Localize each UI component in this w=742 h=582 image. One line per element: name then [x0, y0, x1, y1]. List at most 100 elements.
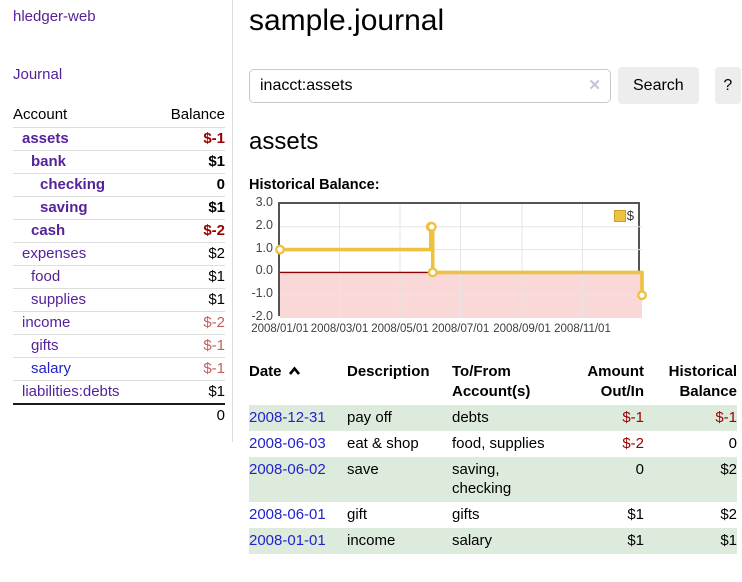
account-cell: supplies: [13, 288, 154, 312]
accounts-header-account: Account: [13, 106, 68, 123]
register-header-label: Historical Balance: [668, 363, 737, 400]
account-balance: $-1: [153, 127, 225, 151]
account-link-expenses[interactable]: expenses: [22, 245, 87, 262]
account-balance: $1: [153, 196, 225, 220]
account-link-food[interactable]: food: [31, 268, 61, 285]
register-header-label: Date: [249, 363, 282, 380]
account-cell: expenses: [13, 242, 154, 266]
accounts-header-balance: Balance: [170, 106, 225, 123]
account-link-assets[interactable]: assets: [22, 130, 69, 147]
chart-x-tick-label: 2008/03/01: [310, 323, 369, 335]
account-link-liabilities-debts[interactable]: liabilities:debts: [22, 383, 120, 400]
register-balance-cell: $1: [720, 532, 737, 549]
register-row: 2008-06-01 gift gifts $1 $2: [249, 502, 737, 528]
account-cell: salary: [13, 357, 154, 381]
accounts-total-value: 0: [153, 403, 225, 427]
register-description-cell: income: [347, 532, 396, 549]
register-date-cell: 2008-12-31: [249, 405, 347, 431]
transaction-date-link[interactable]: 2008-01-01: [249, 532, 326, 549]
account-row: gifts $-1: [13, 334, 225, 358]
register-table: Date Description To/From Account(s) Amount …: [249, 360, 737, 554]
register-date-cell: 2008-06-03: [249, 431, 347, 457]
account-row: liabilities:debts $1: [13, 380, 225, 404]
account-balance: $1: [153, 265, 225, 289]
account-balance: $1: [153, 380, 225, 404]
transaction-date-link[interactable]: 2008-06-02: [249, 461, 326, 478]
chart-y-axis: 3.0 2.0 1.0 0.0 -1.0 -2.0: [249, 196, 273, 323]
page-title: sample.journal: [249, 4, 445, 37]
register-header-label: To/From Account(s): [452, 363, 531, 400]
account-link-gifts[interactable]: gifts: [31, 337, 59, 354]
register-row: 2008-12-31 pay off debts $-1 $-1: [249, 405, 737, 431]
register-header-historical-balance: Historical Balance: [644, 360, 737, 405]
app-title-link[interactable]: hledger-web: [13, 8, 96, 25]
account-cell: bank: [13, 150, 154, 174]
register-date-cell: 2008-06-01: [249, 502, 347, 528]
account-cell: assets: [13, 127, 154, 151]
register-header-to-from-account-s-: To/From Account(s): [452, 360, 564, 405]
account-cell: gifts: [13, 334, 154, 358]
account-cell: saving: [13, 196, 154, 220]
register-header-date[interactable]: Date: [249, 360, 347, 405]
help-button[interactable]: ?: [714, 67, 741, 104]
register-description-cell: pay off: [347, 409, 392, 426]
register-header-label: Description: [347, 363, 430, 380]
main-content: sample.journal ✕ Search ? assets Histori…: [233, 0, 741, 554]
account-balance: $1: [153, 150, 225, 174]
register-balance-cell: 0: [728, 435, 737, 452]
sidebar: hledger-web Journal Account Balance asse…: [0, 0, 233, 442]
register-date-cell: 2008-01-01: [249, 528, 347, 554]
search-button[interactable]: Search: [618, 67, 699, 104]
register-description-cell: save: [347, 461, 379, 478]
chart-canvas: [275, 204, 648, 318]
account-cell: income: [13, 311, 154, 335]
account-link-saving[interactable]: saving: [40, 199, 88, 216]
chart-y-tick-label: 1.0: [255, 240, 273, 255]
chart-plot-area: $: [275, 202, 648, 318]
register-accounts-cell: salary: [452, 532, 493, 549]
register-balance-cell: $2: [720, 506, 737, 523]
account-link-cash[interactable]: cash: [31, 222, 66, 239]
sidebar-item-journal[interactable]: Journal: [13, 66, 63, 83]
chart-y-tick-label: 3.0: [255, 195, 273, 209]
register-amount-cell: $-2: [622, 435, 644, 452]
register-header-description: Description: [347, 360, 452, 405]
historical-balance-chart: 3.0 2.0 1.0 0.0 -1.0 -2.0 $ 2008/01/01 2008/03…: [249, 196, 741, 340]
search-input[interactable]: [249, 68, 611, 103]
register-accounts-cell: debts: [452, 409, 489, 426]
register-header-amount-out-in: Amount Out/In: [564, 360, 644, 405]
search-form: ✕ Search ?: [249, 67, 741, 104]
app-window: hledger-web Journal Account Balance asse…: [0, 0, 741, 554]
account-balance: $-1: [153, 334, 225, 358]
account-row: saving $1: [13, 196, 225, 220]
account-link-income[interactable]: income: [22, 314, 71, 331]
register-row: 2008-01-01 income salary $1 $1: [249, 528, 737, 554]
account-link-supplies[interactable]: supplies: [31, 291, 87, 308]
search-input-wrap: ✕: [249, 68, 611, 103]
transaction-date-link[interactable]: 2008-12-31: [249, 409, 326, 426]
account-link-bank[interactable]: bank: [31, 153, 67, 170]
register-balance-cell: $2: [720, 461, 737, 478]
account-row: assets $-1: [13, 127, 225, 151]
account-row: cash $-2: [13, 219, 225, 243]
register-accounts-cell: food, supplies: [452, 435, 545, 452]
register-row: 2008-06-02 save saving, checking 0 $2: [249, 457, 737, 502]
account-link-salary[interactable]: salary: [31, 360, 72, 377]
account-row: food $1: [13, 265, 225, 289]
transaction-date-link[interactable]: 2008-06-01: [249, 506, 326, 523]
register-description-cell: gift: [347, 506, 368, 523]
chart-x-tick-label: 2008/01/01: [251, 323, 309, 335]
register-description-cell: eat & shop: [347, 435, 419, 452]
transaction-date-link[interactable]: 2008-06-03: [249, 435, 326, 452]
account-link-checking[interactable]: checking: [40, 176, 106, 193]
register-accounts-cell: gifts: [452, 506, 480, 523]
account-cell: cash: [13, 219, 154, 243]
account-cell: liabilities:debts: [13, 380, 154, 404]
chart-legend: $: [613, 208, 634, 223]
register-balance-cell: $-1: [715, 409, 737, 426]
account-cell: food: [13, 265, 154, 289]
chart-x-tick-label: 2008/07/01: [431, 323, 490, 335]
account-balance: 0: [153, 173, 225, 197]
account-balance: $-2: [153, 219, 225, 243]
clear-search-icon[interactable]: ✕: [588, 76, 601, 94]
